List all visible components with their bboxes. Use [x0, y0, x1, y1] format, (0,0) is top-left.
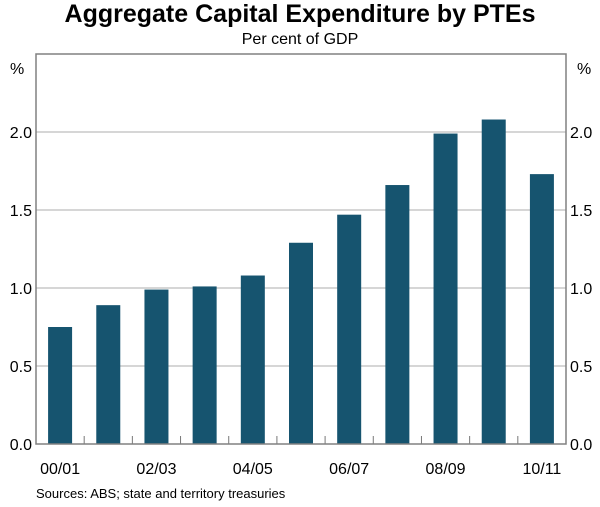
y-tick-label-left: 1.0: [10, 281, 32, 298]
bar-05-06: [289, 242, 313, 444]
y-tick-label-left: 0.5: [10, 359, 32, 376]
x-tick-label: 04/05: [233, 461, 273, 478]
y-axis-unit-left: %: [10, 61, 24, 78]
y-tick-label-left: 0.0: [10, 437, 32, 454]
bar-01-02: [96, 305, 121, 444]
bar-07-08: [385, 185, 410, 445]
bar-10-11: [529, 174, 554, 444]
bar-03-04: [192, 286, 217, 444]
plot-frame: [35, 53, 567, 445]
y-tick-label-right: 1.5: [570, 203, 592, 220]
y-tick-label-right: 0.5: [570, 359, 592, 376]
x-tick-label: 00/01: [40, 461, 80, 478]
bar-06-07: [337, 214, 362, 444]
y-axis-unit-right: %: [577, 61, 591, 78]
bar-00-01: [48, 327, 73, 444]
bar-02-03: [144, 289, 169, 444]
y-tick-label-right: 1.0: [570, 281, 592, 298]
y-tick-label-right: 0.0: [570, 437, 592, 454]
y-tick-label-left: 1.5: [10, 203, 32, 220]
bar-09-10: [481, 119, 506, 445]
x-tick-label: 06/07: [329, 461, 369, 478]
source-note: Sources: ABS; state and territory treasu…: [36, 486, 286, 501]
x-tick-label: 10/11: [522, 461, 561, 478]
y-tick-label-right: 2.0: [570, 125, 592, 142]
bar-04-05: [240, 275, 265, 444]
x-tick-label: 08/09: [426, 461, 466, 478]
x-tick-label: 02/03: [136, 461, 176, 478]
bar-08-09: [433, 133, 458, 444]
chart-title: Aggregate Capital Expenditure by PTEs: [64, 0, 536, 28]
chart-subtitle: Per cent of GDP: [241, 31, 359, 48]
y-tick-label-left: 2.0: [10, 125, 32, 142]
